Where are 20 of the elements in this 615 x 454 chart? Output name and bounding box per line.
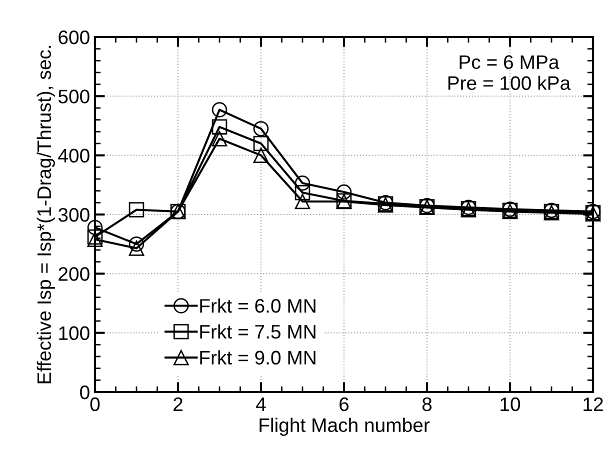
y-tick-label: 100 <box>59 326 90 340</box>
y-tick-label: 200 <box>58 267 90 281</box>
x-tick-label: 2 <box>174 397 182 411</box>
x-tick-label: 6 <box>340 397 349 412</box>
x-tick-label: 12 <box>584 397 603 411</box>
legend-label: Frkt = 9.0 MN <box>200 350 316 365</box>
x-tick-label: 0 <box>90 397 100 412</box>
x-tick-label: 10 <box>500 397 520 412</box>
y-tick-label: 300 <box>58 208 90 222</box>
x-tick-label: 8 <box>422 397 432 412</box>
x-tick-label: 4 <box>256 398 266 411</box>
legend-label: Frkt = 7.5 MN <box>200 324 316 339</box>
y-tick-label: 600 <box>58 30 90 44</box>
y-tick-label: 0 <box>80 385 90 400</box>
y-tick-label: 500 <box>58 90 90 104</box>
annotation: Pc = 6 MPa Pre = 100 kPa <box>448 55 571 90</box>
y-tick-label: 400 <box>58 148 90 163</box>
x-axis-title: Flight Mach number <box>260 418 430 436</box>
y-axis-title: Effective Isp = Isp*(1-Drag/Thrust), sec. <box>36 46 55 384</box>
legend-label: Frkt = 6.0 MN <box>200 298 316 313</box>
